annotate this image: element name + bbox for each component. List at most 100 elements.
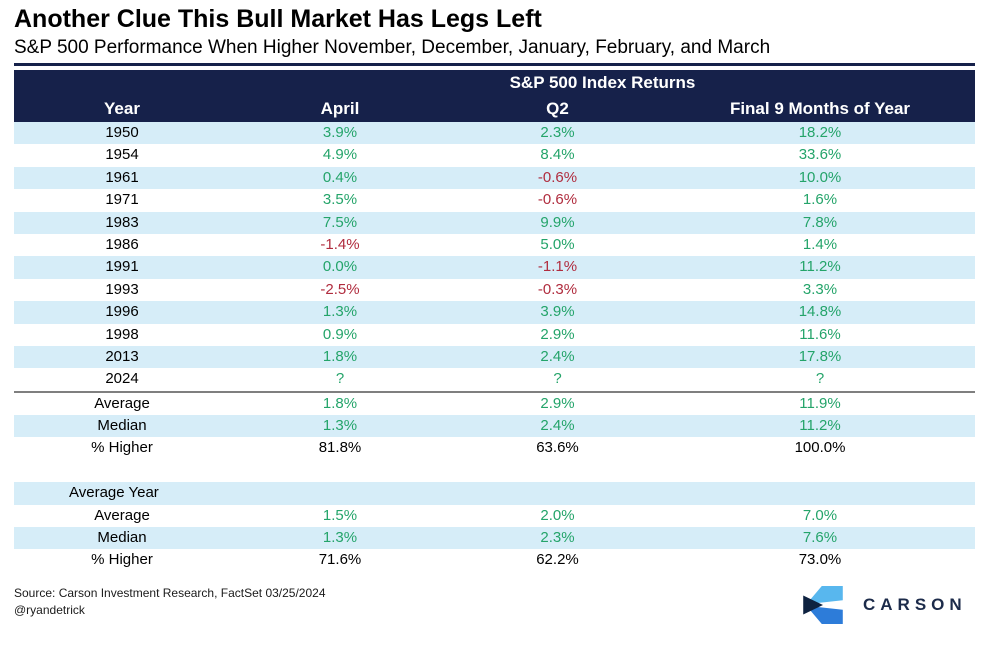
group-header-spacer xyxy=(14,70,230,96)
carson-logo-text: CARSON xyxy=(863,595,967,614)
cell-value: -1.1% xyxy=(537,258,578,276)
cell-value: 2.4% xyxy=(540,347,575,365)
cell-value: -0.6% xyxy=(537,191,578,209)
table-row: 1998 0.9% 2.9% 11.6% xyxy=(14,324,975,346)
title-divider xyxy=(14,63,975,66)
cell-value: 3.5% xyxy=(322,191,358,209)
cell-value: 11.2% xyxy=(799,258,841,276)
row-label: 1983 xyxy=(105,213,139,231)
cell-value: 1.3% xyxy=(322,417,358,435)
cell-value: 0.0% xyxy=(322,258,358,276)
cell-value: 5.0% xyxy=(540,235,575,253)
row-label: 1993 xyxy=(105,280,139,298)
table-row: Median 1.3% 2.3% 7.6% xyxy=(14,527,975,550)
row-label: % Higher xyxy=(91,439,153,457)
cell-value: 3.9% xyxy=(540,303,575,321)
cell-value: 11.6% xyxy=(799,325,841,343)
cell-value: 0.4% xyxy=(322,168,358,186)
page-title: Another Clue This Bull Market Has Legs L… xyxy=(14,5,542,33)
author-handle: @ryandetrick xyxy=(14,603,85,617)
row-label: 1998 xyxy=(105,325,139,343)
cell-value: 1.6% xyxy=(802,191,838,209)
table-row: % Higher 81.8% 63.6% 100.0% xyxy=(14,437,975,459)
column-header-april: April xyxy=(320,99,360,118)
table-row: 1971 3.5% -0.6% 1.6% xyxy=(14,189,975,211)
cell-value: 7.6% xyxy=(802,529,838,547)
spacer-row xyxy=(14,459,975,483)
table-row: 1961 0.4% -0.6% 10.0% xyxy=(14,166,975,190)
cell-value: 7.0% xyxy=(802,506,838,524)
cell-value: -2.5% xyxy=(320,280,360,298)
cell-value: 1.8% xyxy=(322,394,358,412)
page-subtitle: S&P 500 Performance When Higher November… xyxy=(14,37,771,58)
table-row: 1993 -2.5% -0.3% 3.3% xyxy=(14,279,975,301)
cell-value: 33.6% xyxy=(798,146,842,164)
table-row: 1954 4.9% 8.4% 33.6% xyxy=(14,144,975,166)
table-row: 2024??? xyxy=(14,368,975,390)
row-label: 1996 xyxy=(105,303,139,321)
cell-value: 8.4% xyxy=(540,146,575,164)
table-column-header-row: Year April Q2 Final 9 Months of Year xyxy=(14,96,975,122)
cell-value: 2.0% xyxy=(540,506,575,524)
cell-value: 3.9% xyxy=(322,124,358,141)
table-row: 1983 7.5% 9.9% 7.8% xyxy=(14,211,975,234)
row-label: Average Year xyxy=(69,484,159,502)
cell-value: 1.5% xyxy=(322,506,358,524)
cell-value: 63.6% xyxy=(536,439,579,457)
source-note: Source: Carson Investment Research, Fact… xyxy=(14,585,326,619)
cell-value: -1.4% xyxy=(320,235,360,253)
cell-value xyxy=(665,482,975,504)
cell-value: 14.8% xyxy=(798,303,842,321)
table-row: Median 1.3% 2.4% 11.2% xyxy=(14,415,975,438)
row-label: Median xyxy=(97,529,147,547)
column-header-year: Year xyxy=(104,99,140,118)
table-group-header-row: S&P 500 Index Returns xyxy=(14,70,975,96)
cell-value: 10.0% xyxy=(798,168,842,186)
row-label: 2024 xyxy=(105,370,139,388)
cell-value: 11.9% xyxy=(799,394,841,412)
cell-value: ? xyxy=(335,370,345,388)
row-label: 1950 xyxy=(105,124,139,141)
cell-value: 2.9% xyxy=(540,394,575,412)
cell-value: 2.3% xyxy=(540,124,575,141)
group-header-label: S&P 500 Index Returns xyxy=(509,73,696,92)
cell-value: 2.4% xyxy=(540,417,575,435)
row-label: 1971 xyxy=(105,191,139,209)
cell-value: 62.2% xyxy=(536,551,579,569)
table-row: % Higher 71.6% 62.2% 73.0% xyxy=(14,549,975,571)
cell-value: 0.9% xyxy=(322,325,358,343)
table-row: Average Year xyxy=(14,482,975,505)
cell-value: 4.9% xyxy=(322,146,358,164)
cell-value: 17.8% xyxy=(798,347,842,365)
column-header-final9: Final 9 Months of Year xyxy=(729,99,911,118)
row-label: 2013 xyxy=(105,347,139,365)
table-row: 1996 1.3% 3.9% 14.8% xyxy=(14,301,975,324)
table-row: Average 1.8% 2.9% 11.9% xyxy=(14,390,975,415)
table-body: 1950 3.9% 2.3% 18.2% 1954 4.9% 8.4% 33.6% 1961 0.… xyxy=(14,122,975,572)
cell-value: -0.3% xyxy=(537,280,578,298)
returns-table: S&P 500 Index Returns Year April Q2 Fina… xyxy=(14,70,975,572)
cell-value: -0.6% xyxy=(537,168,578,186)
cell-value: ? xyxy=(553,370,562,388)
row-label: Average xyxy=(94,394,150,412)
cell-value xyxy=(450,482,665,504)
row-label: Median xyxy=(97,417,147,435)
row-label: 1961 xyxy=(105,168,139,186)
cell-value: ? xyxy=(815,370,825,388)
cell-value: 1.8% xyxy=(322,347,358,365)
cell-value: 3.3% xyxy=(802,280,838,298)
cell-value: 2.9% xyxy=(540,325,575,343)
cell-value: 81.8% xyxy=(318,439,362,457)
column-header-q2: Q2 xyxy=(546,99,569,118)
cell-value: 71.6% xyxy=(318,551,362,569)
row-label: 1954 xyxy=(105,146,139,164)
cell-value: 7.5% xyxy=(322,213,358,231)
cell-value: 1.4% xyxy=(802,235,838,253)
cell-value: 2.3% xyxy=(540,529,575,547)
table-row: 1986 -1.4% 5.0% 1.4% xyxy=(14,234,975,256)
table-row: 1950 3.9% 2.3% 18.2% xyxy=(14,122,975,145)
row-label: % Higher xyxy=(91,551,153,569)
carson-logo-icon xyxy=(803,586,843,624)
cell-value: 100.0% xyxy=(794,439,846,457)
source-line: Source: Carson Investment Research, Fact… xyxy=(14,586,326,600)
